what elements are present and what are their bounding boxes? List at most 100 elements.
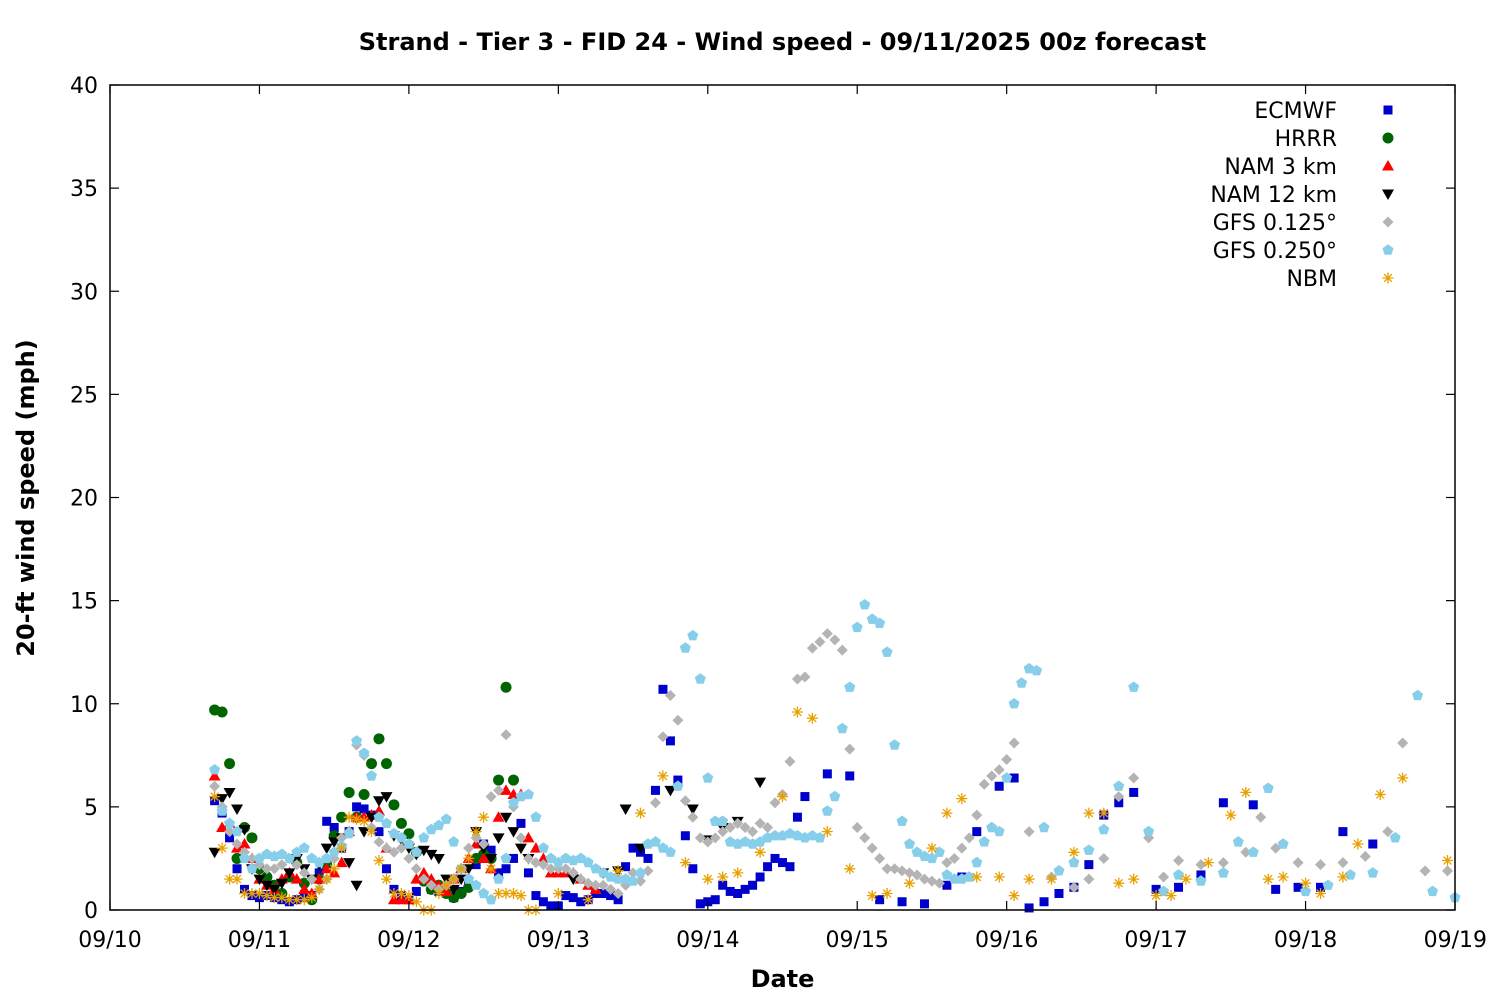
data-point — [821, 805, 833, 816]
data-point — [1359, 850, 1371, 862]
data-point — [336, 842, 348, 854]
data-point — [754, 836, 766, 847]
data-point — [806, 642, 818, 654]
data-point — [298, 883, 311, 894]
data-point — [500, 852, 512, 864]
data-point — [322, 816, 332, 826]
data-point — [717, 826, 729, 838]
data-point — [1316, 882, 1325, 892]
legend-marker — [1382, 189, 1394, 200]
data-point — [874, 852, 886, 864]
data-point — [1165, 890, 1177, 902]
data-point — [993, 825, 1005, 837]
data-point — [417, 866, 430, 878]
data-point — [718, 880, 728, 890]
data-point — [298, 842, 310, 853]
data-point — [1248, 800, 1258, 810]
data-point — [1009, 773, 1019, 783]
data-point — [1054, 889, 1064, 898]
data-point — [941, 857, 953, 869]
data-point — [911, 869, 923, 881]
data-point — [253, 852, 265, 864]
data-point — [800, 792, 810, 802]
data-point — [687, 629, 699, 641]
data-point — [724, 822, 736, 833]
data-point — [1046, 873, 1057, 885]
data-point — [388, 846, 400, 858]
y-tick-label: 5 — [84, 796, 98, 821]
data-point — [971, 871, 983, 883]
data-point — [395, 832, 407, 843]
data-point — [664, 690, 676, 701]
y-tick-label: 30 — [70, 280, 98, 305]
data-point — [283, 894, 295, 906]
data-point — [1151, 884, 1161, 894]
data-point — [933, 846, 945, 857]
data-point — [514, 843, 527, 855]
data-point — [978, 778, 990, 790]
data-point — [470, 826, 482, 838]
data-point — [291, 859, 303, 871]
data-point — [942, 880, 952, 890]
data-point — [971, 809, 983, 821]
data-point — [635, 875, 647, 887]
data-point — [576, 897, 586, 907]
data-point — [926, 852, 938, 864]
data-point — [1114, 798, 1124, 808]
data-point — [238, 825, 251, 836]
data-point — [948, 873, 960, 884]
data-point — [351, 735, 363, 746]
x-tick-label: 09/17 — [1124, 928, 1187, 953]
data-point — [740, 884, 750, 894]
data-point — [1031, 665, 1043, 676]
data-point — [763, 862, 773, 872]
data-point — [403, 890, 415, 902]
data-point — [493, 774, 505, 786]
data-point — [695, 899, 705, 909]
data-point — [769, 797, 781, 809]
data-point — [1083, 844, 1095, 855]
data-point — [224, 873, 236, 885]
data-point — [679, 795, 691, 807]
data-point — [956, 793, 968, 805]
data-point — [1217, 857, 1229, 869]
data-point — [851, 822, 863, 833]
data-point — [231, 804, 244, 815]
data-point — [732, 817, 744, 829]
data-point — [501, 864, 511, 874]
data-point — [261, 863, 273, 875]
data-point — [799, 671, 811, 683]
data-point — [1158, 885, 1170, 897]
y-tick-label: 10 — [70, 693, 98, 718]
data-point — [1053, 865, 1065, 876]
data-point — [956, 842, 968, 854]
data-point — [1083, 807, 1095, 819]
data-point — [373, 836, 385, 848]
data-point — [762, 822, 774, 833]
data-point — [732, 867, 744, 879]
data-point — [664, 785, 677, 797]
plot-marks — [208, 599, 1461, 916]
data-point — [246, 863, 258, 874]
data-point — [686, 804, 699, 815]
data-point — [792, 812, 802, 822]
data-point — [239, 852, 250, 864]
data-point — [283, 852, 295, 864]
data-point — [306, 873, 318, 885]
data-point — [889, 739, 901, 750]
data-point — [298, 867, 310, 879]
data-point — [1442, 855, 1453, 866]
data-point — [500, 729, 512, 741]
data-point — [1008, 737, 1020, 749]
data-point — [1397, 772, 1409, 784]
data-point — [381, 873, 392, 885]
data-point — [418, 873, 430, 885]
data-point — [522, 831, 535, 843]
data-point — [1098, 823, 1110, 835]
data-point — [1442, 865, 1454, 877]
data-point — [500, 812, 513, 824]
data-point — [844, 743, 856, 755]
data-point — [806, 712, 818, 724]
data-point — [717, 815, 729, 826]
data-point — [223, 787, 236, 799]
